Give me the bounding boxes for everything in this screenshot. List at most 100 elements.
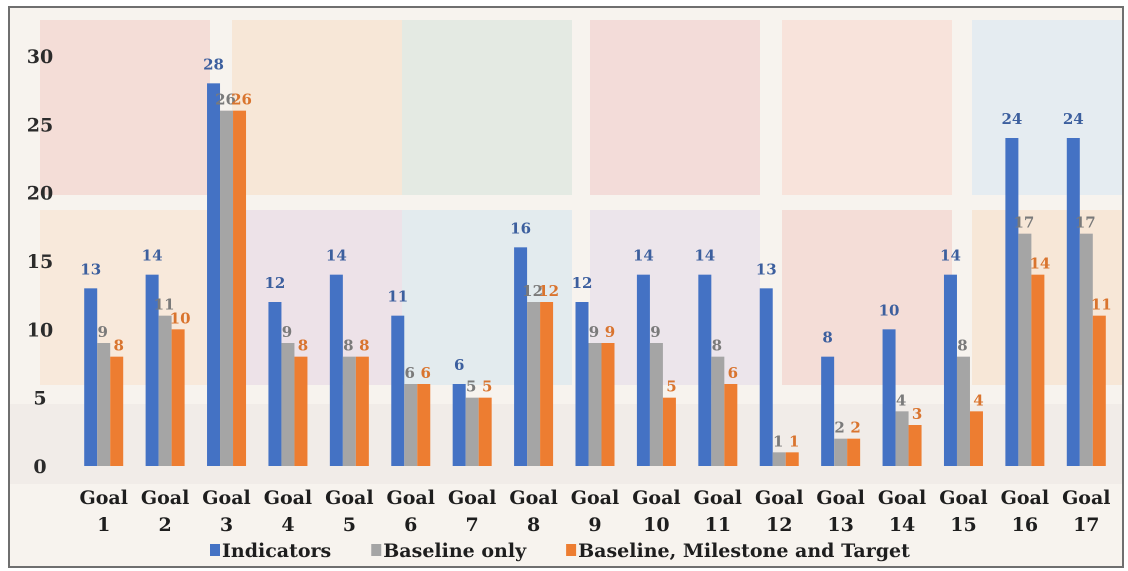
data-label: 5 bbox=[666, 378, 676, 396]
x-tick-label: 13 bbox=[827, 514, 853, 536]
bar-baseline-milestone-and-target bbox=[233, 110, 247, 467]
legend-swatch bbox=[210, 544, 220, 556]
bar-baseline-only bbox=[158, 315, 172, 466]
bar-baseline-only bbox=[404, 384, 418, 466]
data-label: 26 bbox=[231, 91, 252, 109]
bar-indicators bbox=[882, 329, 896, 466]
sdg-background-tiles bbox=[10, 20, 1122, 484]
bar-baseline-only bbox=[1018, 233, 1032, 466]
data-label: 11 bbox=[387, 288, 408, 306]
x-tick-label: Goal bbox=[264, 487, 312, 509]
background-tile bbox=[402, 20, 572, 195]
data-label: 12 bbox=[572, 274, 593, 292]
x-tick-label: 11 bbox=[705, 514, 731, 536]
x-tick-label: 7 bbox=[466, 514, 479, 536]
data-label: 28 bbox=[203, 55, 224, 73]
data-label: 14 bbox=[940, 247, 961, 265]
data-label: 12 bbox=[265, 274, 286, 292]
bar-baseline-milestone-and-target bbox=[847, 438, 861, 466]
x-tick-label: 1 bbox=[97, 514, 110, 536]
data-label: 4 bbox=[896, 391, 906, 409]
bar-baseline-milestone-and-target bbox=[969, 411, 983, 466]
data-label: 12 bbox=[522, 282, 543, 300]
bar-indicators bbox=[268, 302, 282, 466]
y-tick-label: 25 bbox=[27, 114, 53, 136]
data-label: 14 bbox=[633, 247, 654, 265]
data-label: 13 bbox=[80, 260, 101, 278]
y-tick-label: 5 bbox=[33, 388, 46, 410]
x-tick-label: 14 bbox=[889, 514, 915, 536]
bar-baseline-milestone-and-target bbox=[785, 452, 799, 466]
data-label: 6 bbox=[421, 364, 431, 382]
x-tick-label: Goal bbox=[202, 487, 250, 509]
bar-baseline-milestone-and-target bbox=[110, 356, 124, 466]
data-label: 9 bbox=[605, 323, 615, 341]
data-label: 8 bbox=[359, 337, 369, 355]
bar-baseline-only bbox=[281, 343, 295, 466]
x-tick-label: Goal bbox=[816, 487, 864, 509]
y-tick-label: 15 bbox=[27, 251, 53, 273]
bar-baseline-only bbox=[834, 438, 848, 466]
bar-baseline-milestone-and-target bbox=[540, 302, 554, 466]
bar-baseline-milestone-and-target bbox=[478, 397, 492, 466]
data-label: 6 bbox=[728, 364, 738, 382]
data-label: 1 bbox=[773, 432, 783, 450]
bar-baseline-only bbox=[956, 356, 970, 466]
x-tick-label: 6 bbox=[404, 514, 417, 536]
bar-baseline-milestone-and-target bbox=[355, 356, 369, 466]
bar-indicators bbox=[759, 288, 773, 466]
y-axis: 0 5 10 15 20 25 30 bbox=[27, 46, 53, 478]
bar-baseline-only bbox=[772, 452, 786, 466]
x-tick-label: Goal bbox=[878, 487, 926, 509]
x-tick-label: 4 bbox=[281, 514, 294, 536]
x-tick-label: Goal bbox=[79, 487, 127, 509]
y-tick-label: 10 bbox=[27, 319, 53, 341]
bar-indicators bbox=[145, 274, 159, 466]
bar-baseline-only bbox=[342, 356, 356, 466]
x-tick-label: Goal bbox=[1062, 487, 1110, 509]
data-label: 17 bbox=[1075, 214, 1096, 232]
data-label: 6 bbox=[405, 364, 415, 382]
y-tick-label: 30 bbox=[27, 46, 53, 68]
data-label: 8 bbox=[957, 337, 967, 355]
data-label: 12 bbox=[538, 282, 559, 300]
background-tile bbox=[590, 20, 760, 195]
bar-indicators bbox=[391, 315, 405, 466]
data-label: 24 bbox=[1063, 110, 1084, 128]
x-axis: Goal 1 Goal 2 Goal 3 Goal 4 Goal 5 Goal 6 Goal 7 Goal 8… bbox=[79, 487, 1110, 536]
bar-baseline-milestone-and-target bbox=[908, 425, 922, 466]
x-tick-label: Goal bbox=[1001, 487, 1049, 509]
x-tick-label: 9 bbox=[588, 514, 601, 536]
x-tick-label: 8 bbox=[527, 514, 540, 536]
bar-indicators bbox=[575, 302, 589, 466]
background-tile bbox=[590, 210, 760, 385]
bar-indicators bbox=[943, 274, 957, 466]
data-label: 14 bbox=[142, 247, 163, 265]
x-tick-label: 12 bbox=[766, 514, 792, 536]
bar-baseline-milestone-and-target bbox=[724, 384, 738, 466]
x-tick-label: Goal bbox=[387, 487, 435, 509]
data-label: 14 bbox=[694, 247, 715, 265]
x-tick-label: Goal bbox=[939, 487, 987, 509]
data-label: 11 bbox=[154, 296, 175, 314]
legend-label: Baseline, Milestone and Target bbox=[578, 540, 910, 562]
chart-frame: 0 5 10 15 20 25 30 13 9 8 14 11 10 28 26 26 12 9 8 14 8 8 11 6… bbox=[8, 6, 1124, 568]
background-band bbox=[10, 404, 1122, 484]
legend-swatch bbox=[566, 544, 577, 556]
bar-indicators bbox=[1005, 138, 1019, 466]
data-label: 9 bbox=[589, 323, 599, 341]
y-tick-label: 20 bbox=[27, 183, 53, 205]
legend-label: Baseline only bbox=[383, 540, 527, 562]
bar-baseline-only bbox=[711, 356, 725, 466]
bar-baseline-only bbox=[588, 343, 602, 466]
bar-baseline-only bbox=[649, 343, 663, 466]
data-label: 16 bbox=[510, 219, 531, 237]
x-tick-label: 17 bbox=[1073, 514, 1099, 536]
x-tick-label: Goal bbox=[571, 487, 619, 509]
data-label: 8 bbox=[343, 337, 353, 355]
data-label: 17 bbox=[1013, 214, 1034, 232]
data-label: 6 bbox=[454, 356, 464, 374]
bar-indicators bbox=[514, 247, 528, 466]
